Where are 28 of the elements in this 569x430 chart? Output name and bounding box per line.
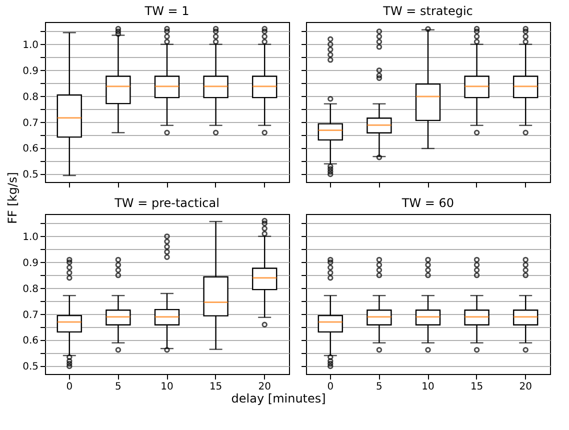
y-tick-label: 0.9 <box>22 66 38 77</box>
y-tick-label: 0.9 <box>22 258 38 269</box>
chart-title: TW = 1 <box>144 4 190 18</box>
x-tick-label: 15 <box>209 382 222 392</box>
y-tick-label: 0.6 <box>22 336 38 347</box>
y-tick-label: 0.7 <box>22 310 38 321</box>
y-tick-label: 0.5 <box>22 170 38 181</box>
y-tick-label: 0.7 <box>22 118 38 129</box>
y-tick-label: 1.0 <box>22 232 38 243</box>
x-tick-label: 10 <box>422 382 434 392</box>
y-tick-label: 0.8 <box>22 92 38 103</box>
x-tick-label: 20 <box>519 382 532 392</box>
x-axis-title: delay [minutes] <box>231 392 326 406</box>
x-tick-label: 5 <box>376 382 382 392</box>
y-axis-title: FF [kg/s] <box>6 172 20 224</box>
x-tick-label: 0 <box>327 382 334 392</box>
y-tick-label: 1.0 <box>22 40 38 51</box>
x-tick-label: 0 <box>66 382 73 392</box>
chart-title: TW = 60 <box>400 196 454 210</box>
x-tick-label: 20 <box>258 382 271 392</box>
x-tick-label: 15 <box>470 382 484 392</box>
x-tick-label: 10 <box>160 382 174 392</box>
y-tick-label: 0.6 <box>22 144 38 155</box>
x-tick-label: 5 <box>115 382 122 392</box>
chart-title: TW = pre-tactical <box>114 196 220 210</box>
y-tick-label: 0.8 <box>22 284 38 295</box>
chart-title: TW = strategic <box>382 4 473 18</box>
y-tick-label: 0.5 <box>22 362 38 373</box>
